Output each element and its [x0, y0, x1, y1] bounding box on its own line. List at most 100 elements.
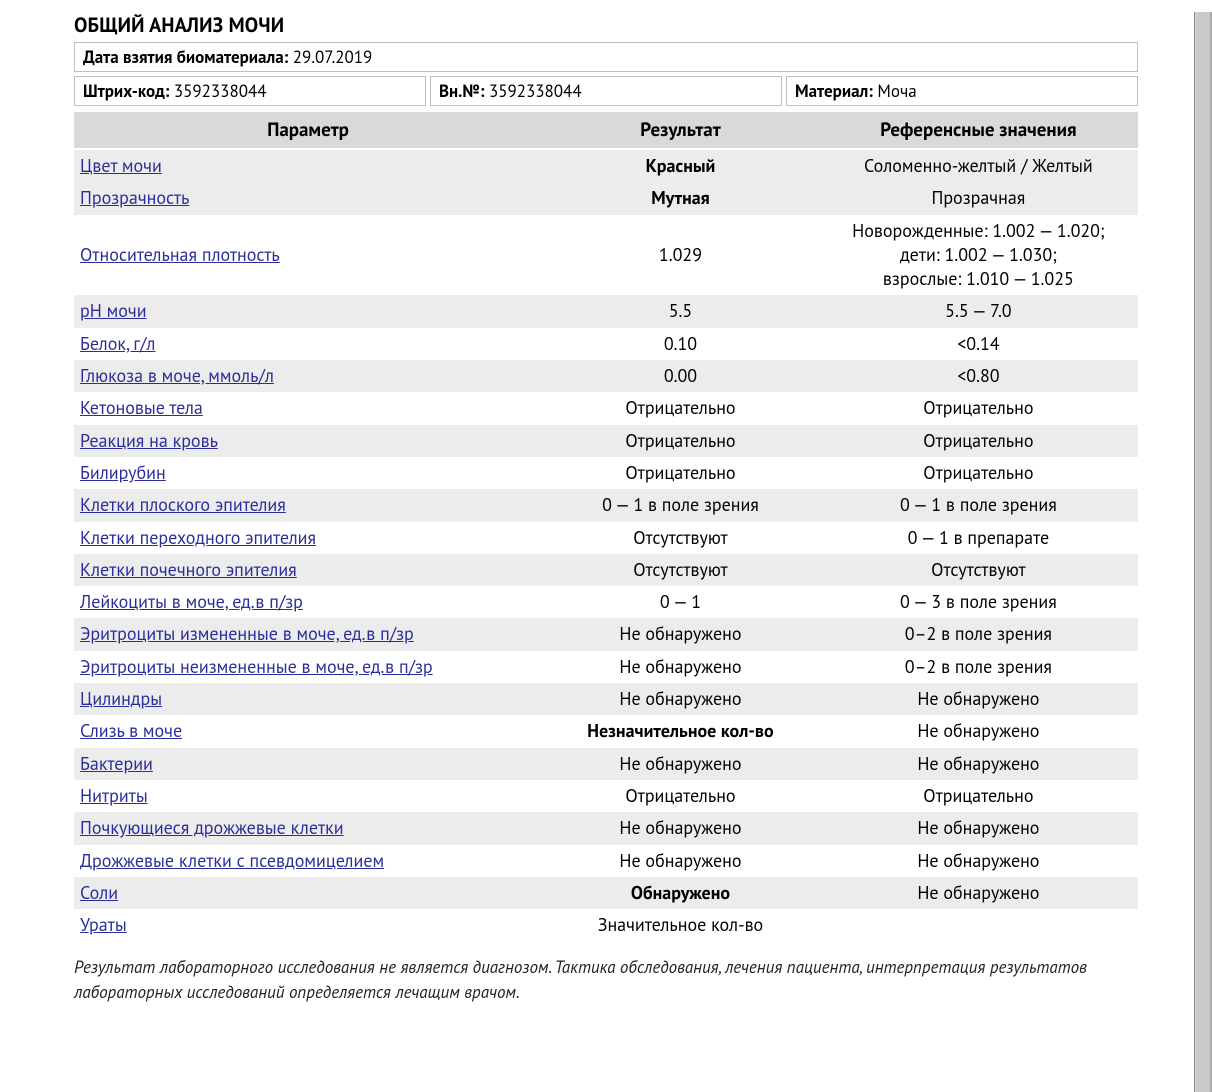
- param-link[interactable]: Глюкоза в моче, ммоль/л: [80, 364, 274, 387]
- table-row: Эритроциты неизмененные в моче, ед.в п/з…: [74, 651, 1138, 683]
- reference-cell: <0.14: [819, 328, 1138, 360]
- param-cell: Лейкоциты в моче, ед.в п/зр: [74, 586, 542, 618]
- param-cell: Глюкоза в моче, ммоль/л: [74, 360, 542, 392]
- col-header-ref: Референсные значения: [819, 112, 1138, 149]
- param-cell: Дрожжевые клетки с псевдомицелием: [74, 845, 542, 877]
- disclaimer-text: Результат лабораторного исследования не …: [74, 955, 1138, 1004]
- result-cell: Не обнаружено: [542, 845, 819, 877]
- reference-cell: Не обнаружено: [819, 683, 1138, 715]
- table-row: Белок, г/л 0.10<0.14: [74, 328, 1138, 360]
- reference-cell: Отсутствуют: [819, 554, 1138, 586]
- reference-cell: Соломенно-желтый / Желтый: [819, 149, 1138, 182]
- param-link[interactable]: pH мочи: [80, 299, 147, 322]
- col-header-param: Параметр: [74, 112, 542, 149]
- param-cell: Цилиндры: [74, 683, 542, 715]
- meta-barcode-value: 3592338044: [174, 80, 267, 102]
- param-link[interactable]: Ураты: [80, 913, 127, 936]
- table-row: Ураты Значительное кол-во: [74, 909, 1138, 941]
- param-link[interactable]: Эритроциты неизмененные в моче, ед.в п/з…: [80, 655, 433, 678]
- result-cell: Мутная: [542, 182, 819, 214]
- table-row: Клетки почечного эпителияОтсутствуютОтсу…: [74, 554, 1138, 586]
- param-link[interactable]: Соли: [80, 881, 118, 904]
- param-link[interactable]: Бактерии: [80, 752, 153, 775]
- param-link[interactable]: Почкующиеся дрожжевые клетки: [80, 816, 344, 839]
- result-cell: Красный: [542, 149, 819, 182]
- reference-cell: Прозрачная: [819, 182, 1138, 214]
- param-link[interactable]: Клетки почечного эпителия: [80, 558, 297, 581]
- meta-material-label: Материал:: [795, 80, 873, 102]
- table-row: БактерииНе обнаруженоНе обнаружено: [74, 748, 1138, 780]
- table-row: Соли ОбнаруженоНе обнаружено: [74, 877, 1138, 909]
- reference-cell: Отрицательно: [819, 457, 1138, 489]
- table-row: Слизь в мочеНезначительное кол-воНе обна…: [74, 715, 1138, 747]
- reference-cell: Не обнаружено: [819, 812, 1138, 844]
- param-link[interactable]: Цвет мочи: [80, 154, 162, 177]
- table-row: НитритыОтрицательноОтрицательно: [74, 780, 1138, 812]
- result-cell: 0.10: [542, 328, 819, 360]
- meta-material-value: Моча: [877, 80, 916, 102]
- reference-cell: Не обнаружено: [819, 877, 1138, 909]
- param-link[interactable]: Эритроциты измененные в моче, ед.в п/зр: [80, 622, 414, 645]
- scrollbar[interactable]: [1194, 12, 1212, 1092]
- result-cell: Отрицательно: [542, 780, 819, 812]
- result-cell: 0 — 1 в поле зрения: [542, 489, 819, 521]
- param-link[interactable]: Лейкоциты в моче, ед.в п/зр: [80, 590, 303, 613]
- param-cell: Белок, г/л: [74, 328, 542, 360]
- meta-vn-box: Вн.№: 3592338044: [430, 76, 782, 106]
- reference-cell: 5.5 — 7.0: [819, 295, 1138, 327]
- table-row: Дрожжевые клетки с псевдомицелием Не обна…: [74, 845, 1138, 877]
- param-link[interactable]: Нитриты: [80, 784, 148, 807]
- table-row: Реакция на кровьОтрицательноОтрицательно: [74, 425, 1138, 457]
- table-row: pH мочи 5.55.5 — 7.0: [74, 295, 1138, 327]
- results-table: Параметр Результат Референсные значения …: [74, 112, 1138, 941]
- reference-cell: Отрицательно: [819, 425, 1138, 457]
- param-cell: Кетоновые тела: [74, 392, 542, 424]
- result-cell: Не обнаружено: [542, 651, 819, 683]
- param-cell: Клетки плоского эпителия: [74, 489, 542, 521]
- reference-cell: Не обнаружено: [819, 845, 1138, 877]
- result-cell: 1.029: [542, 215, 819, 296]
- param-link[interactable]: Белок, г/л: [80, 332, 155, 355]
- param-link[interactable]: Билирубин: [80, 461, 166, 484]
- param-link[interactable]: Клетки переходного эпителия: [80, 526, 316, 549]
- result-cell: 0 — 1: [542, 586, 819, 618]
- param-link[interactable]: Клетки плоского эпителия: [80, 493, 286, 516]
- param-cell: Относительная плотность: [74, 215, 542, 296]
- result-cell: Отрицательно: [542, 457, 819, 489]
- param-link[interactable]: Относительная плотность: [80, 243, 280, 266]
- table-row: Почкующиеся дрожжевые клетки Не обнаружен…: [74, 812, 1138, 844]
- table-row: Лейкоциты в моче, ед.в п/зр0 — 10 — 3 в …: [74, 586, 1138, 618]
- param-link[interactable]: Цилиндры: [80, 687, 162, 710]
- reference-cell: Новорожденные: 1.002 — 1.020;дети: 1.002…: [819, 215, 1138, 296]
- col-header-result: Результат: [542, 112, 819, 149]
- table-row: Билирубин ОтрицательноОтрицательно: [74, 457, 1138, 489]
- result-cell: 5.5: [542, 295, 819, 327]
- meta-row-ids: Штрих-код: 3592338044 Вн.№: 3592338044 М…: [74, 76, 1138, 106]
- result-cell: Обнаружено: [542, 877, 819, 909]
- param-cell: Ураты: [74, 909, 542, 941]
- param-cell: Прозрачность: [74, 182, 542, 214]
- param-link[interactable]: Кетоновые тела: [80, 396, 203, 419]
- param-cell: Слизь в моче: [74, 715, 542, 747]
- param-link[interactable]: Дрожжевые клетки с псевдомицелием: [80, 849, 384, 872]
- meta-barcode-box: Штрих-код: 3592338044: [74, 76, 426, 106]
- result-cell: Значительное кол-во: [542, 909, 819, 941]
- reference-cell: 0–2 в поле зрения: [819, 651, 1138, 683]
- param-link[interactable]: Прозрачность: [80, 186, 189, 209]
- param-link[interactable]: Слизь в моче: [80, 719, 182, 742]
- result-cell: Не обнаружено: [542, 618, 819, 650]
- param-cell: Реакция на кровь: [74, 425, 542, 457]
- meta-vn-value: 3592338044: [489, 80, 582, 102]
- reference-cell: Не обнаружено: [819, 748, 1138, 780]
- reference-cell: 0 — 1 в препарате: [819, 522, 1138, 554]
- result-cell: Не обнаружено: [542, 812, 819, 844]
- result-cell: Не обнаружено: [542, 683, 819, 715]
- result-cell: Отрицательно: [542, 392, 819, 424]
- param-cell: pH мочи: [74, 295, 542, 327]
- table-row: Клетки плоского эпителия 0 — 1 в поле зре…: [74, 489, 1138, 521]
- reference-cell: [819, 909, 1138, 941]
- param-cell: Нитриты: [74, 780, 542, 812]
- reference-cell: Не обнаружено: [819, 715, 1138, 747]
- table-row: Относительная плотность 1.029Новорожденны…: [74, 215, 1138, 296]
- param-link[interactable]: Реакция на кровь: [80, 429, 218, 452]
